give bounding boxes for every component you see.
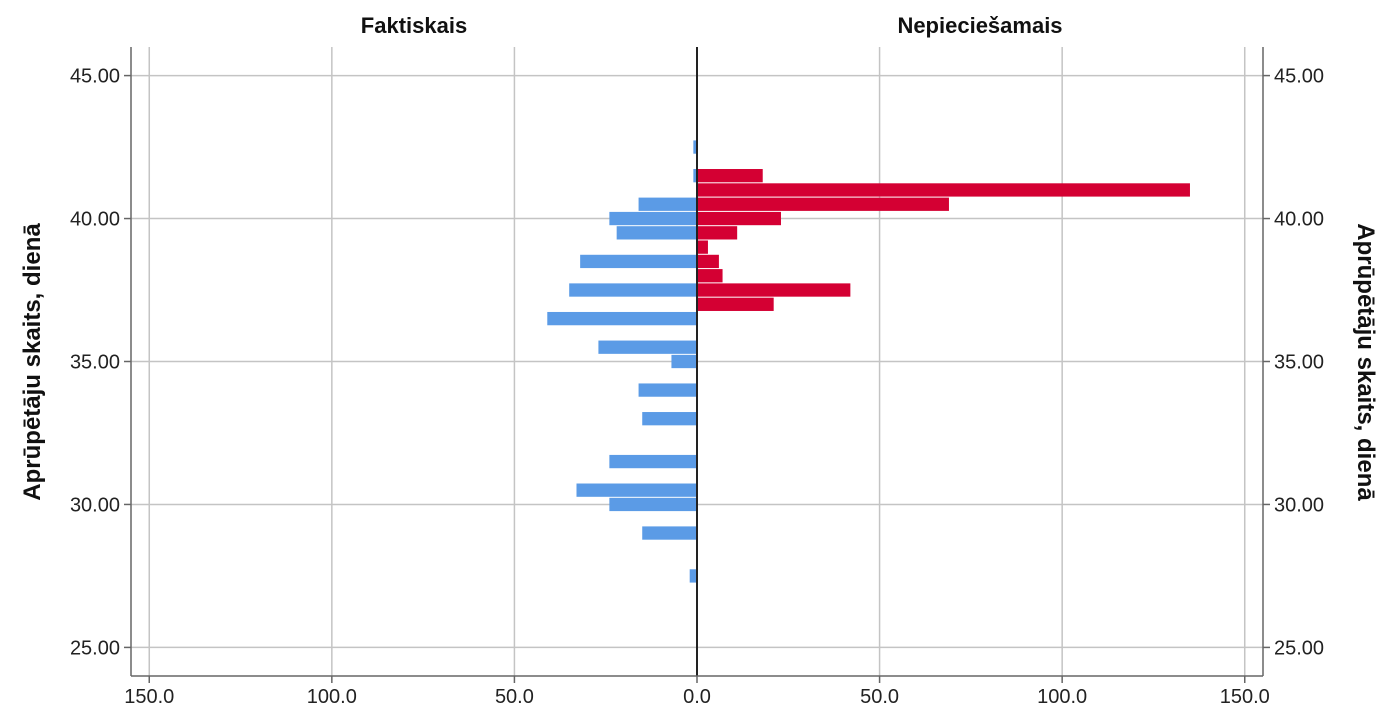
bar-faktiskais <box>547 311 697 326</box>
x-tick-label: 150.0 <box>1220 686 1270 708</box>
bar-faktiskais <box>693 169 697 183</box>
bar-nepieciesamais <box>697 240 708 254</box>
bar-faktiskais <box>609 454 697 469</box>
bar-nepieciesamais <box>697 254 719 269</box>
x-tick-label: 150.0 <box>124 686 174 708</box>
bar-nepieciesamais <box>697 197 949 211</box>
x-tick-label: 50.0 <box>860 686 899 708</box>
y-tick-label-left: 30.00 <box>70 494 120 516</box>
bar-faktiskais <box>638 197 697 211</box>
bar-nepieciesamais <box>697 297 774 311</box>
bar-faktiskais <box>689 569 697 583</box>
y-tick-label-left: 25.00 <box>70 637 120 659</box>
bar-nepieciesamais <box>697 269 723 283</box>
panel-title-right: Nepieciešamais <box>897 13 1062 38</box>
bar-faktiskais <box>616 226 697 240</box>
y-tick-label-right: 40.00 <box>1274 209 1324 231</box>
x-tick-label: 50.0 <box>495 686 534 708</box>
bar-faktiskais <box>609 497 697 512</box>
bar-faktiskais <box>642 412 697 426</box>
bar-faktiskais <box>569 283 697 297</box>
y-axis-title-left: Aprūpētāju skaits, dienā <box>19 223 46 501</box>
bar-faktiskais <box>642 526 697 540</box>
x-tick-label: 100.0 <box>1037 686 1087 708</box>
bar-faktiskais <box>671 354 697 369</box>
y-tick-label-right: 35.00 <box>1274 352 1324 374</box>
bar-nepieciesamais <box>697 211 781 226</box>
y-tick-label-right: 25.00 <box>1274 637 1324 659</box>
y-axis-title-right: Aprūpētāju skaits, dienā <box>1352 223 1379 501</box>
bar-faktiskais <box>576 483 697 497</box>
bar-faktiskais <box>609 211 697 226</box>
bar-nepieciesamais <box>697 183 1190 197</box>
bar-nepieciesamais <box>697 283 851 297</box>
bar-faktiskais <box>598 340 697 354</box>
bar-faktiskais <box>693 140 697 154</box>
y-tick-label-left: 40.00 <box>70 209 120 231</box>
bar-nepieciesamais <box>697 169 763 183</box>
bar-faktiskais <box>638 383 697 397</box>
y-tick-label-left: 35.00 <box>70 352 120 374</box>
axes: 25.00 25.00 30.00 30.00 35.00 35.00 40.00 40.00… <box>70 47 1324 708</box>
y-tick-label-right: 45.00 <box>1274 66 1324 88</box>
y-tick-label-left: 45.00 <box>70 66 120 88</box>
panel-title-left: Faktiskais <box>361 13 467 38</box>
y-tick-label-right: 30.00 <box>1274 494 1324 516</box>
x-tick-label: 0.0 <box>683 686 711 708</box>
bar-faktiskais <box>580 254 697 269</box>
bars <box>547 140 1190 583</box>
x-tick-label: 100.0 <box>307 686 357 708</box>
bar-nepieciesamais <box>697 226 738 240</box>
